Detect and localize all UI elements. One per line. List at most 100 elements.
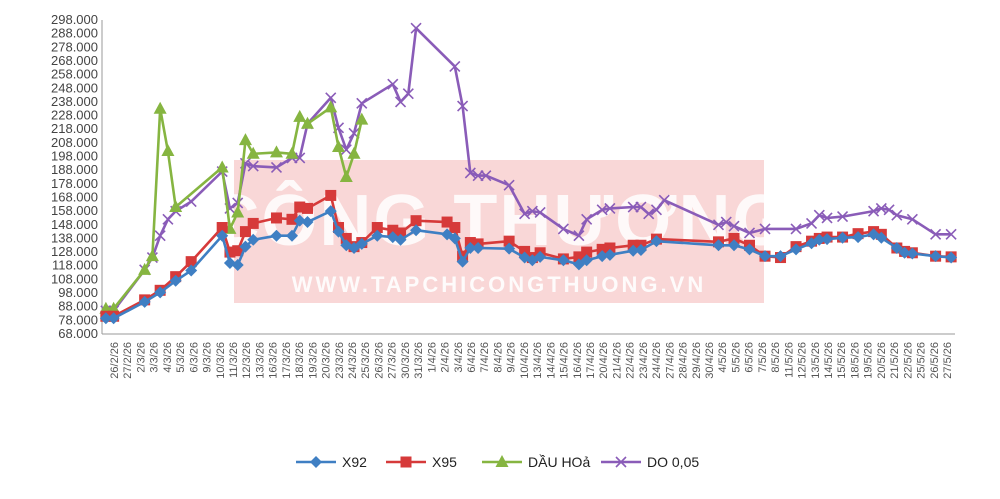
x-tick-label: 19/5/26: [863, 342, 875, 379]
x-series-point: [868, 205, 880, 217]
square-series-point: [270, 212, 282, 224]
x-series-point: [387, 78, 399, 90]
series-1: [99, 205, 958, 325]
x-series-point: [743, 227, 756, 239]
x-tick-label: 11/5/26: [783, 342, 795, 378]
triangle-series-point: [285, 146, 299, 159]
diamond-series-point: [472, 241, 485, 254]
y-tick-label: 248.000: [51, 80, 98, 95]
x-tick-label: 13/4/26: [532, 342, 544, 379]
x-tick-label: 26/2/26: [109, 342, 121, 379]
x-series-point: [906, 213, 918, 225]
y-tick-label: 238.000: [51, 94, 98, 109]
square-series-point: [604, 242, 616, 254]
x-tick-label: 3/3/26: [149, 342, 161, 373]
x-tick-label: 15/5/26: [836, 342, 848, 379]
legend-marker: [495, 455, 509, 467]
x-tick-label: 17/4/26: [585, 342, 597, 379]
x-series-point: [945, 228, 957, 240]
y-tick-label: 258.000: [51, 67, 98, 82]
x-tick-label: 8/4/26: [492, 342, 504, 373]
x-series-point: [821, 212, 833, 224]
x-tick-label: 3/4/26: [453, 342, 465, 373]
diamond-series-point: [906, 247, 919, 260]
diamond-series-point: [239, 240, 252, 253]
x-series-point: [720, 216, 732, 228]
legend-marker: [400, 456, 412, 468]
x-tick-label: 30/3/26: [400, 342, 412, 379]
square-series-point: [581, 246, 593, 258]
x-series-point: [340, 144, 352, 156]
y-tick-label: 158.000: [51, 203, 98, 218]
diamond-series-point: [634, 244, 647, 257]
square-series-point: [596, 243, 608, 255]
x-tick-label: 24/3/26: [347, 342, 359, 379]
triangle-series-point: [324, 100, 338, 113]
x-tick-label: 4/3/26: [162, 342, 174, 373]
triangle-series-point: [169, 200, 183, 213]
x-series-point: [643, 208, 655, 220]
x-tick-label: 13/3/26: [254, 342, 266, 379]
diamond-series-point: [759, 250, 772, 263]
y-tick-label: 188.000: [51, 162, 98, 177]
x-series-point: [480, 170, 492, 182]
x-tick-label: 27/3/26: [387, 342, 399, 379]
square-series-point: [185, 256, 197, 268]
diamond-series-point: [821, 233, 834, 246]
diamond-series-point: [743, 243, 756, 256]
diamond-series-point: [293, 214, 306, 227]
x-tick-label: 20/3/26: [321, 342, 333, 379]
x-tick-label: 27/4/26: [664, 342, 676, 379]
x-tick-label: 13/5/26: [810, 342, 822, 379]
x-tick-label: 28/4/26: [678, 342, 690, 379]
x-tick-label: 21/4/26: [611, 342, 623, 379]
diamond-series-point: [603, 248, 616, 261]
x-tick-label: 5/5/26: [730, 342, 742, 373]
watermark-url: WWW.TAPCHICONGTHUONG.VN: [292, 272, 706, 297]
legend-label: DẦU HOả: [528, 454, 590, 470]
x-series-point: [402, 88, 414, 100]
x-series-point: [759, 223, 771, 235]
x-series-point: [534, 206, 546, 219]
x-tick-label: 18/3/26: [294, 342, 306, 379]
y-tick-label: 298.000: [51, 12, 98, 27]
y-tick-label: 168.000: [51, 189, 98, 204]
x-tick-label: 20/5/26: [876, 342, 888, 379]
x-tick-label: 7/5/26: [757, 342, 769, 373]
x-tick-label: 1/4/26: [426, 342, 438, 373]
x-series-point: [247, 160, 259, 172]
square-series-point: [301, 202, 313, 214]
x-tick-label: 12/3/26: [241, 342, 253, 379]
square-series-point: [216, 222, 228, 234]
diamond-series-point: [836, 231, 849, 244]
y-tick-label: 78.000: [58, 312, 98, 327]
square-series-point: [441, 216, 453, 228]
x-series-point: [813, 209, 825, 221]
square-series-point: [573, 251, 585, 263]
square-series-point: [340, 232, 352, 244]
x-series-point: [464, 167, 476, 179]
x-tick-label: 9/3/26: [202, 342, 214, 373]
x-tick-label: 16/3/26: [268, 342, 280, 379]
triangle-series-point: [138, 262, 152, 275]
x-tick-label: 11/3/26: [228, 342, 240, 378]
x-tick-label: 9/4/26: [506, 342, 518, 373]
y-tick-label: 98.000: [58, 285, 98, 300]
y-tick-label: 108.000: [51, 271, 98, 286]
x-tick-label: 21/5/26: [889, 342, 901, 379]
square-series-point: [519, 245, 531, 257]
x-series-point: [891, 209, 903, 221]
square-series-point: [410, 215, 422, 227]
x-series-point: [519, 208, 531, 220]
x-series-point: [581, 213, 593, 225]
x-tick-label: 2/3/26: [135, 342, 147, 373]
x-tick-label: 2/4/26: [440, 342, 452, 373]
legend-marker: [615, 456, 627, 468]
x-tick-label: 20/4/26: [598, 342, 610, 379]
axes: [101, 20, 955, 335]
square-series-point: [286, 213, 298, 225]
triangle-series-point: [145, 249, 159, 262]
x-series-point: [356, 97, 368, 109]
x-tick-label: 16/4/26: [572, 342, 584, 379]
